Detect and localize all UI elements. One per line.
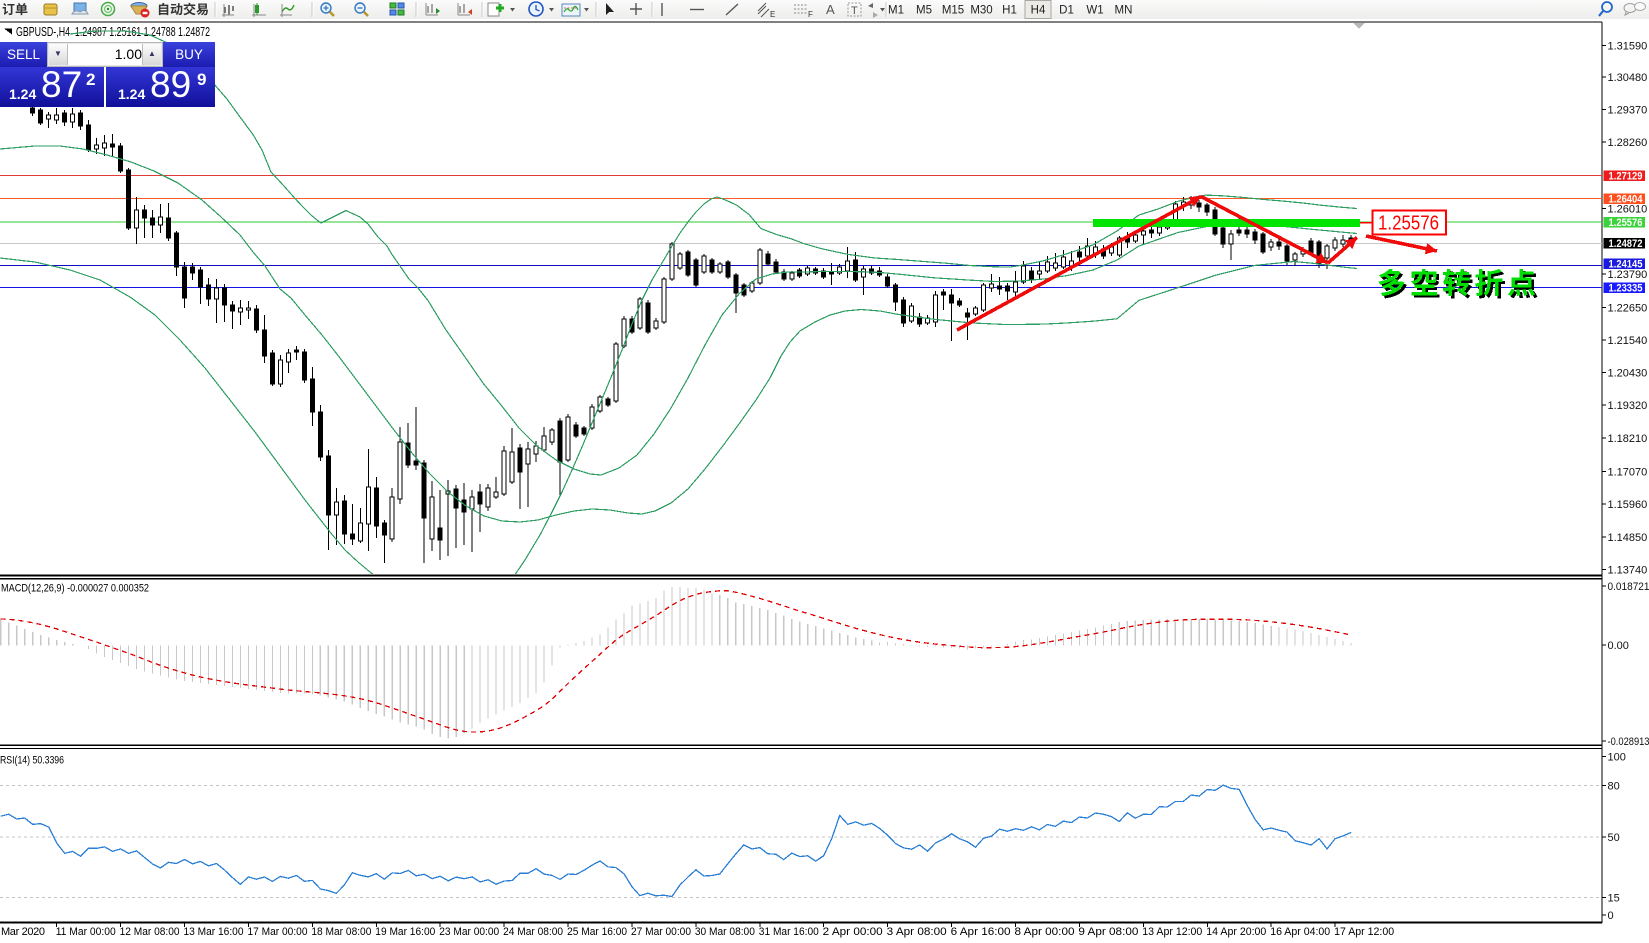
svg-text:1.29370: 1.29370 [1608,105,1648,117]
svg-text:1.24872: 1.24872 [1609,238,1643,250]
svg-text:9 Apr 08:00: 9 Apr 08:00 [1078,926,1138,938]
svg-text:E: E [770,10,775,19]
svg-text:1.27129: 1.27129 [1609,171,1643,183]
svg-text:23 Mar 00:00: 23 Mar 00:00 [439,926,499,938]
svg-text:H4: H4 [1031,5,1046,17]
svg-text:1.15960: 1.15960 [1608,499,1648,511]
svg-text:11 Mar 00:00: 11 Mar 00:00 [56,926,116,938]
svg-text:6 Apr 16:00: 6 Apr 16:00 [951,926,1011,938]
svg-text:M15: M15 [942,5,964,17]
svg-text:30 Mar 08:00: 30 Mar 08:00 [695,926,755,938]
svg-text:1.26404: 1.26404 [1609,194,1644,206]
svg-text:14 Apr 20:00: 14 Apr 20:00 [1206,926,1266,938]
svg-text:1.23790: 1.23790 [1608,269,1648,281]
svg-text:18 Mar 08:00: 18 Mar 08:00 [311,926,371,938]
svg-text:12 Mar 08:00: 12 Mar 08:00 [120,926,180,938]
svg-text:W1: W1 [1086,5,1103,17]
svg-text:27 Mar 00:00: 27 Mar 00:00 [631,926,691,938]
svg-text:31 Mar 16:00: 31 Mar 16:00 [759,926,819,938]
svg-text:1.26010: 1.26010 [1608,204,1648,216]
svg-text:0.018721: 0.018721 [1608,581,1649,593]
svg-text:17 Apr 12:00: 17 Apr 12:00 [1334,926,1394,938]
svg-text:0.00: 0.00 [1608,640,1629,652]
svg-text:1.21540: 1.21540 [1608,335,1648,347]
svg-text:1.25576: 1.25576 [1378,213,1439,235]
svg-text:M30: M30 [970,5,992,17]
svg-text:1.19320: 1.19320 [1608,400,1648,412]
svg-text:2 Apr 00:00: 2 Apr 00:00 [823,926,883,938]
svg-text:M5: M5 [916,5,932,17]
svg-text:1.22650: 1.22650 [1608,303,1648,315]
svg-text:15: 15 [1608,892,1620,904]
svg-text:1.20430: 1.20430 [1608,368,1648,380]
svg-text:16 Apr 04:00: 16 Apr 04:00 [1270,926,1330,938]
svg-text:1.18210: 1.18210 [1608,433,1648,445]
svg-text:1.24145: 1.24145 [1609,259,1643,271]
svg-text:1.14850: 1.14850 [1608,532,1648,544]
svg-text:M1: M1 [888,5,904,17]
svg-text:H1: H1 [1002,5,1017,17]
svg-text:100: 100 [1608,752,1626,764]
svg-text:80: 80 [1608,781,1620,793]
svg-text:25 Mar 16:00: 25 Mar 16:00 [567,926,627,938]
svg-text:1.30480: 1.30480 [1608,72,1648,84]
svg-text:1.25576: 1.25576 [1609,217,1643,229]
svg-text:D1: D1 [1059,5,1074,17]
svg-text:1.28260: 1.28260 [1608,137,1648,149]
svg-text:1.17070: 1.17070 [1608,467,1648,479]
svg-text:MACD(12,26,9) -0.000027 0.0003: MACD(12,26,9) -0.000027 0.000352 [1,583,149,595]
svg-text:GBPUSD-,H4 1.24987 1.25161 1.: GBPUSD-,H4 1.24987 1.25161 1.24788 1.248… [16,25,210,39]
svg-text:1.23335: 1.23335 [1609,283,1643,295]
svg-text:F: F [808,10,813,19]
svg-text:17 Mar 00:00: 17 Mar 00:00 [248,926,308,938]
svg-text:1.31590: 1.31590 [1608,41,1648,53]
svg-text:50: 50 [1608,832,1620,844]
svg-text:0: 0 [1608,910,1614,922]
svg-text:8 Apr 00:00: 8 Apr 00:00 [1015,926,1075,938]
svg-text:19 Mar 16:00: 19 Mar 16:00 [375,926,435,938]
svg-text:13 Apr 12:00: 13 Apr 12:00 [1142,926,1202,938]
svg-text:24 Mar 08:00: 24 Mar 08:00 [503,926,563,938]
svg-text:1.13740: 1.13740 [1608,565,1648,577]
svg-text:MN: MN [1115,5,1133,17]
svg-text:T: T [851,5,858,17]
svg-text:13 Mar 16:00: 13 Mar 16:00 [184,926,244,938]
svg-text:3 Apr 08:00: 3 Apr 08:00 [887,926,947,938]
svg-text:Mar 2020: Mar 2020 [1,926,45,938]
svg-text:RSI(14) 50.3396: RSI(14) 50.3396 [0,755,64,767]
svg-text:-0.028913: -0.028913 [1608,736,1649,748]
svg-text:A: A [826,2,835,17]
